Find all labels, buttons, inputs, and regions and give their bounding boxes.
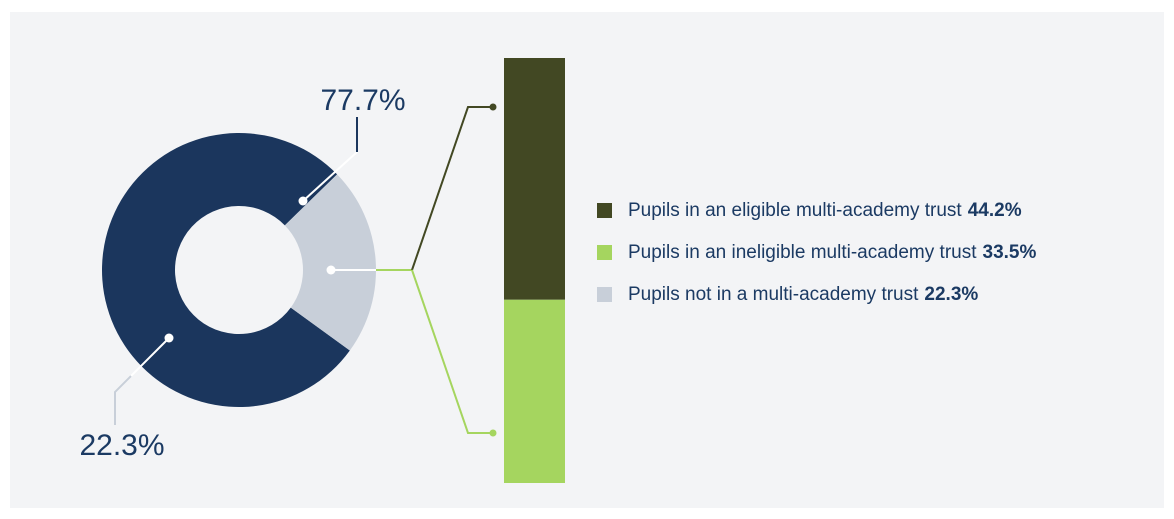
legend-item-ineligible: Pupils in an ineligible multi-academy tr… <box>597 241 1037 263</box>
legend-swatch-ineligible <box>597 245 612 260</box>
legend-item-not-mat: Pupils not in a multi-academy trust 22.3… <box>597 283 1036 305</box>
legend-text-ineligible: Pupils in an ineligible multi-academy tr… <box>628 241 977 263</box>
legend-text-eligible: Pupils in an eligible multi-academy trus… <box>628 199 962 221</box>
legend-value-not-mat: 22.3% <box>924 283 979 305</box>
callout-not-mat-dot <box>164 333 174 343</box>
donut-slice-0 <box>102 133 350 408</box>
legend-swatch-not-mat <box>597 287 612 302</box>
legend: Pupils in an eligible multi-academy trus… <box>597 199 1037 327</box>
stacked-bar <box>504 58 565 483</box>
breakout-line-ineligible <box>411 269 493 434</box>
donut-label-mat: 77.7% <box>320 84 405 117</box>
legend-value-eligible: 44.2% <box>967 199 1022 221</box>
bar-segment-1 <box>504 299 565 483</box>
callout-mat-dot <box>298 196 308 206</box>
chart-panel <box>10 12 1164 508</box>
donut-label-not-mat: 22.3% <box>79 429 164 462</box>
breakout-dot-ineligible <box>489 429 497 437</box>
breakout-dot <box>326 265 336 275</box>
legend-swatch-eligible <box>597 203 612 218</box>
donut-chart <box>102 133 376 408</box>
callout-not-mat-outer <box>114 375 132 425</box>
breakout-line-eligible <box>411 106 493 271</box>
legend-text-not-mat: Pupils not in a multi-academy trust <box>628 283 919 305</box>
connector-lines <box>114 103 497 437</box>
legend-value-ineligible: 33.5% <box>982 241 1037 263</box>
donut-slice-1 <box>284 174 376 351</box>
breakout-dot-eligible <box>489 103 497 111</box>
legend-item-eligible: Pupils in an eligible multi-academy trus… <box>597 199 1036 221</box>
bar-segment-0 <box>504 58 565 300</box>
